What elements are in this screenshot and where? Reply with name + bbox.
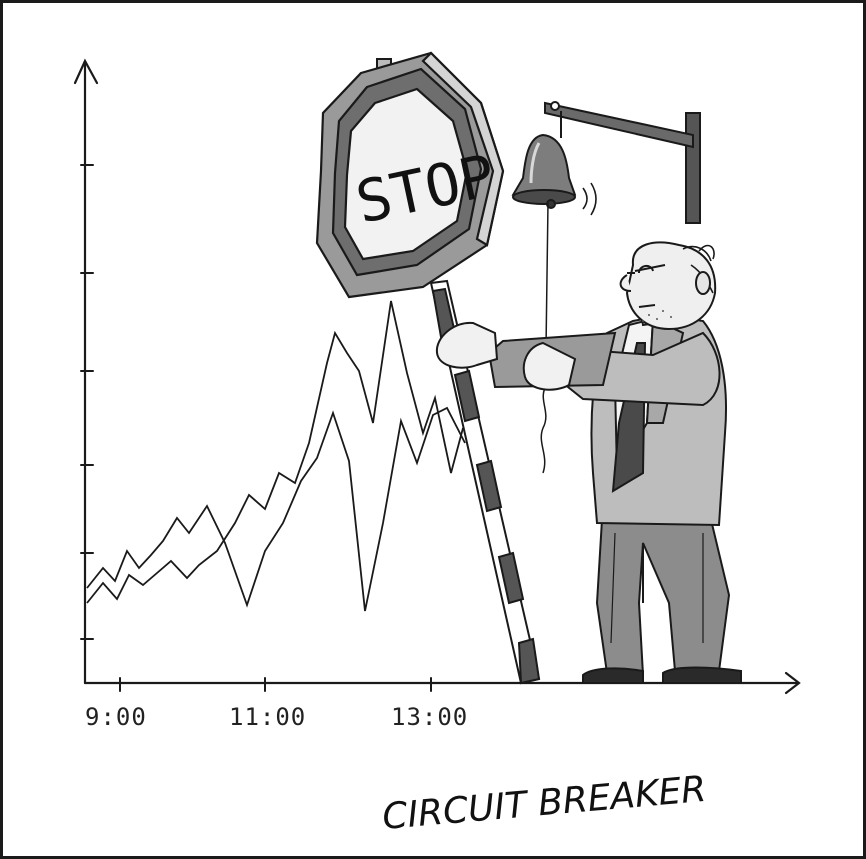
stop-sign-face [343,87,469,261]
bracket-arm [544,101,694,149]
glasses-icon [627,264,666,274]
y-axis-arrow [73,58,99,85]
right-shoe [662,666,742,684]
bell-bracket [544,101,701,224]
price-lines [86,300,466,612]
x-axis-arrow [784,671,801,695]
x-tick-label-3: 13:00 [391,703,468,731]
head [625,241,717,331]
cartoon-caption: CIRCUIT BREAKER [381,769,708,838]
stop-sign [315,51,505,299]
cartoon-canvas: 9:00 11:00 13:00 STOP [73,51,801,838]
businessman [435,241,742,684]
x-tick-label-1: 9:00 [85,703,147,731]
right-hand [522,341,577,391]
price-line-b [86,300,464,604]
chart-axes [73,58,801,695]
bracket-post [685,112,701,224]
y-ticks [80,164,94,640]
x-ticks [119,677,432,692]
bell-icon [511,133,597,216]
x-tick-label-2: 11:00 [229,703,306,731]
left-hand [435,321,499,369]
price-line-a [86,406,466,612]
pants [595,502,731,677]
sign-pole [376,58,541,685]
left-shoe [582,667,644,684]
stubble [642,310,672,322]
